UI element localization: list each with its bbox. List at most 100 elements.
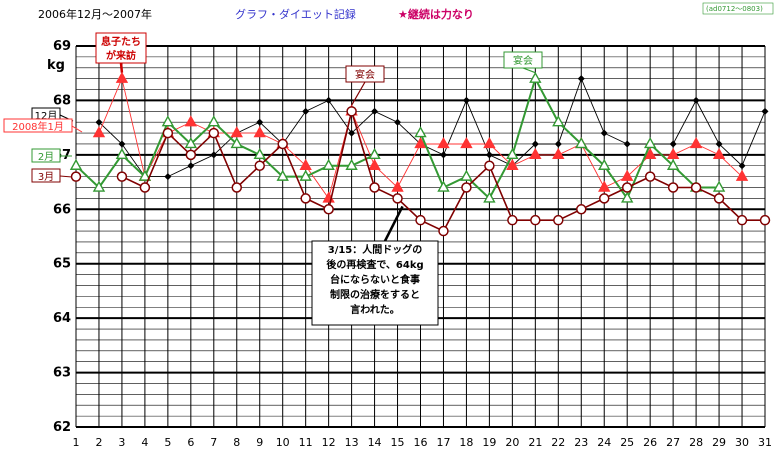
point-marker	[715, 194, 724, 203]
annotation-text: 言われた。	[350, 303, 400, 316]
annotation-arrow	[385, 206, 403, 241]
x-tick-label: 7	[210, 436, 217, 449]
point-marker	[578, 75, 585, 82]
point-marker	[209, 117, 219, 126]
x-tick-label: 13	[345, 436, 359, 449]
chart-code: (ad0712〜0803)	[706, 5, 763, 13]
x-tick-label: 19	[482, 436, 496, 449]
point-marker	[117, 73, 127, 82]
y-tick-label: 65	[53, 257, 71, 272]
legend-label: 2008年1月	[12, 120, 64, 133]
point-marker	[94, 128, 104, 137]
legend: 12月2008年1月2月3月	[4, 108, 82, 183]
point-marker	[163, 117, 173, 126]
legend-leader	[60, 176, 72, 177]
point-marker	[463, 97, 470, 104]
annotation-arrow	[523, 68, 535, 73]
y-tick-label: 69	[53, 39, 71, 54]
x-tick-label: 17	[436, 436, 450, 449]
point-marker	[72, 172, 81, 181]
point-marker	[691, 138, 701, 147]
point-marker	[440, 151, 447, 158]
point-marker	[669, 183, 678, 192]
annotation-text: 台にならないと食事	[330, 273, 420, 286]
annotation-text: 3/15：人間ドッグの	[328, 243, 423, 256]
series-dec	[95, 75, 768, 180]
annotation-text: 宴会	[513, 54, 533, 67]
y-axis-label: kg	[47, 58, 65, 73]
x-tick-label: 15	[391, 436, 405, 449]
x-tick-label: 2	[95, 436, 102, 449]
point-marker	[601, 130, 608, 137]
point-marker	[71, 160, 81, 169]
point-marker	[324, 205, 333, 214]
x-tick-label: 30	[735, 436, 749, 449]
annotation-text: が来訪	[106, 49, 136, 62]
x-tick-label: 20	[505, 436, 519, 449]
point-marker	[164, 173, 171, 180]
point-marker	[761, 216, 770, 225]
x-tick-label: 18	[459, 436, 473, 449]
point-marker	[393, 194, 402, 203]
point-marker	[623, 183, 632, 192]
chart-subtitle: グラフ・ダイエット記録	[235, 7, 356, 21]
point-marker	[370, 183, 379, 192]
point-marker	[325, 97, 332, 104]
point-marker	[438, 138, 448, 147]
point-marker	[508, 216, 517, 225]
annotation-text: 息子たち	[101, 35, 141, 48]
chart-title: 2006年12月〜2007年	[38, 7, 152, 21]
point-marker	[554, 216, 563, 225]
point-marker	[762, 108, 769, 115]
point-marker	[186, 117, 196, 126]
point-marker	[577, 205, 586, 214]
x-tick-label: 12	[322, 436, 336, 449]
annotation-arrow	[121, 63, 122, 73]
point-marker	[232, 183, 241, 192]
point-marker	[347, 107, 356, 116]
annotation-text: 後の再検査で、64kg	[326, 258, 423, 271]
x-tick-label: 11	[299, 436, 313, 449]
point-marker	[416, 216, 425, 225]
x-tick-label: 22	[551, 436, 565, 449]
point-marker	[416, 128, 426, 137]
point-marker	[624, 140, 631, 147]
point-marker	[485, 161, 494, 170]
point-marker	[553, 117, 563, 126]
x-tick-label: 23	[574, 436, 588, 449]
legend-label: 3月	[38, 171, 54, 183]
point-marker	[232, 128, 242, 137]
point-marker	[670, 140, 677, 147]
point-marker	[461, 138, 471, 147]
point-marker	[186, 150, 195, 159]
point-marker	[370, 160, 380, 169]
point-marker	[461, 171, 471, 180]
x-tick-label: 9	[256, 436, 263, 449]
chart-motto: ★継続は力なり	[398, 7, 474, 21]
x-tick-label: 3	[118, 436, 125, 449]
annotation-text: 制限の治療をすると	[330, 288, 420, 301]
x-tick-label: 21	[528, 436, 542, 449]
point-marker	[187, 162, 194, 169]
point-marker	[255, 128, 265, 137]
y-tick-label: 66	[53, 202, 71, 217]
point-marker	[209, 129, 218, 138]
point-marker	[530, 73, 540, 82]
grid	[76, 46, 765, 427]
x-tick-label: 6	[187, 436, 194, 449]
y-tick-label: 63	[53, 366, 71, 381]
point-marker	[484, 138, 494, 147]
point-marker	[301, 194, 310, 203]
point-marker	[692, 183, 701, 192]
x-tick-label: 8	[233, 436, 240, 449]
point-marker	[278, 139, 287, 148]
point-marker	[255, 161, 264, 170]
point-marker	[599, 182, 609, 191]
x-tick-label: 5	[164, 436, 171, 449]
point-marker	[693, 97, 700, 104]
point-marker	[738, 216, 747, 225]
point-marker	[163, 129, 172, 138]
point-marker	[393, 182, 403, 191]
y-tick-label: 68	[53, 93, 71, 108]
